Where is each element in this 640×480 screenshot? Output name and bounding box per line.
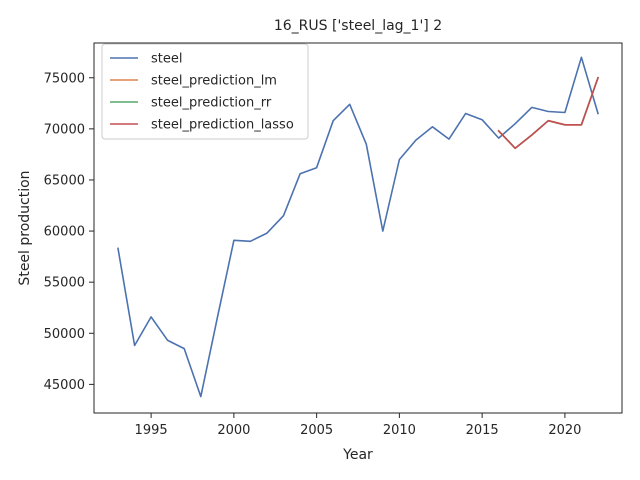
series-lines <box>117 56 600 398</box>
x-tick-label: 2005 <box>300 423 333 438</box>
legend: steel steel_prediction_lm steel_prediction… <box>101 43 309 140</box>
y-tick-label: 50000 <box>44 327 85 342</box>
x-tick-label: 2000 <box>217 423 250 438</box>
series-line-1 <box>497 76 600 150</box>
series-line-0 <box>117 56 599 398</box>
x-axis-label: Year <box>342 447 373 463</box>
x-tick-label: 2020 <box>548 423 581 438</box>
y-tick-label: 70000 <box>44 122 85 137</box>
legend-label: steel <box>151 52 182 67</box>
chart-title: 16_RUS ['steel_lag_1'] 2 <box>274 18 442 34</box>
legend-label: steel_prediction_lm <box>151 74 277 89</box>
y-axis-label: Steel production <box>17 170 33 285</box>
series-line-2 <box>497 76 600 150</box>
legend-label: steel_prediction_rr <box>151 96 272 111</box>
legend-box <box>101 43 309 140</box>
y-tick-label: 75000 <box>44 71 85 86</box>
axis-ticks: 1995 2000 2005 2010 2015 2020 45000 50000 55000 6… <box>44 71 582 438</box>
y-tick-label: 60000 <box>44 225 85 240</box>
x-tick-label: 1995 <box>135 423 168 438</box>
series-line-3 <box>497 76 600 150</box>
x-tick-label: 2015 <box>466 423 499 438</box>
legend-label: steel_prediction_lasso <box>151 118 294 133</box>
x-tick-label: 2010 <box>383 423 416 438</box>
y-tick-label: 45000 <box>44 378 85 393</box>
y-tick-label: 55000 <box>44 276 85 291</box>
y-tick-label: 65000 <box>44 173 85 188</box>
plot-frame <box>93 42 623 414</box>
